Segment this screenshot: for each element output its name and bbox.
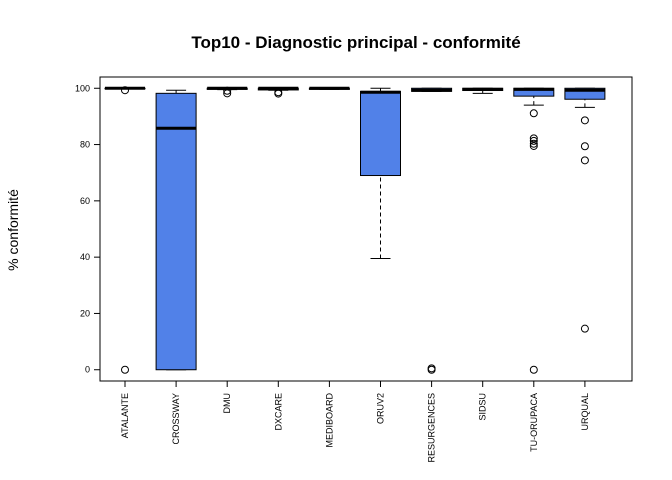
y-tick-label: 60 (80, 196, 90, 206)
x-tick-label: RESURGENCES (427, 393, 437, 463)
y-tick-label: 100 (75, 83, 90, 93)
outlier (529, 141, 538, 150)
x-tick-label: CROSSWAY (171, 393, 181, 445)
outlier (580, 324, 589, 333)
outlier (529, 109, 538, 118)
outlier (529, 134, 538, 143)
box (155, 92, 197, 371)
outlier (580, 156, 589, 165)
y-tick-label: 0 (85, 365, 90, 375)
outlier (580, 142, 589, 151)
outlier (427, 364, 436, 373)
outlier (121, 86, 129, 95)
outlier (529, 139, 538, 148)
chart-title: Top10 - Diagnostic principal - conformit… (191, 33, 520, 52)
y-tick-label: 40 (80, 252, 90, 262)
x-tick-label: DXCARE (273, 393, 283, 431)
plot-frame (99, 76, 633, 382)
x-tick-label: SIDSU (478, 393, 488, 421)
y-axis-label: % conformité (5, 189, 21, 271)
box (360, 90, 401, 177)
outlier (121, 365, 129, 374)
x-tick-label: MEDIBOARD (324, 393, 334, 448)
outlier (223, 89, 232, 98)
y-tick-label: 20 (80, 308, 90, 318)
outlier (274, 89, 283, 98)
outlier (529, 365, 538, 374)
x-tick-label: DMU (222, 393, 232, 414)
x-tick-label: URQUAL (580, 393, 590, 431)
x-tick-label: TU-ORUPACA (529, 393, 539, 452)
x-tick-label: ATALANTE (120, 393, 130, 438)
x-tick-label: ORUV2 (376, 393, 386, 424)
outlier (529, 136, 538, 145)
outlier (580, 116, 589, 125)
box (564, 87, 606, 100)
y-tick-label: 80 (80, 140, 90, 150)
outlier (223, 86, 232, 95)
